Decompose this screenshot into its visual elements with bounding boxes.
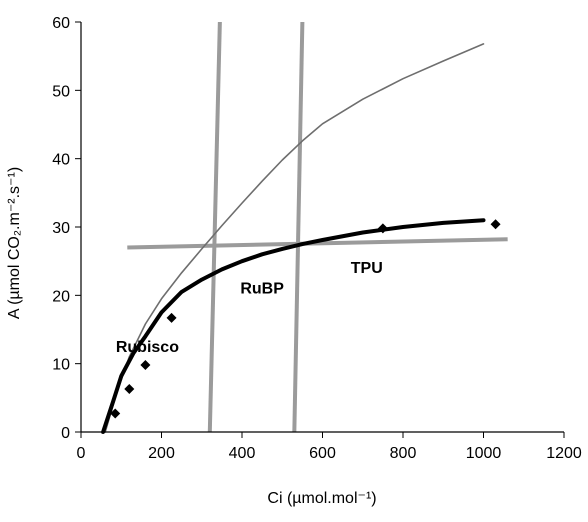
limit-line-2 [292,21,305,433]
y-tick-label: 50 [52,83,70,100]
region-label-tpu: TPU [351,260,383,277]
region-label-rubp: RuBP [240,280,284,297]
x-tick-label: 600 [309,445,336,462]
y-axis-title: A (µmol CO₂.m⁻².s⁻¹) [6,167,23,319]
x-tick-label: 400 [229,445,256,462]
data-point-1 [110,408,121,419]
x-tick-label: 800 [390,445,417,462]
data-point-2 [124,383,135,394]
x-tick-label: 200 [148,445,175,462]
y-tick-label: 60 [52,15,70,32]
axes: 0 200 400 600 800 1000 1200 0 10 20 30 40 50 60 [52,15,582,462]
y-tick-label: 20 [52,288,70,305]
x-tick-label: 1200 [546,445,582,462]
x-tick-label: 0 [77,445,86,462]
y-tick-label: 30 [52,220,70,237]
y-tick-label: 10 [52,357,70,374]
x-tick-label: 1000 [466,445,502,462]
series-line-1 [104,43,485,433]
series-line-2 [101,218,486,434]
region-label-rubisco: Rubisco [116,339,179,356]
y-tick-label: 0 [61,425,70,442]
data-point-6 [490,219,501,230]
data-point-3 [140,360,151,371]
x-axis-title: Ci (µmol.mol⁻¹) [267,490,376,507]
limit-line-3 [127,237,508,250]
y-tick-label: 40 [52,152,70,169]
data-point-5 [377,223,388,234]
data-point-4 [166,312,177,323]
plot-area: Rubisco RuBP TPU [101,21,508,434]
limit-line-1 [207,21,222,433]
